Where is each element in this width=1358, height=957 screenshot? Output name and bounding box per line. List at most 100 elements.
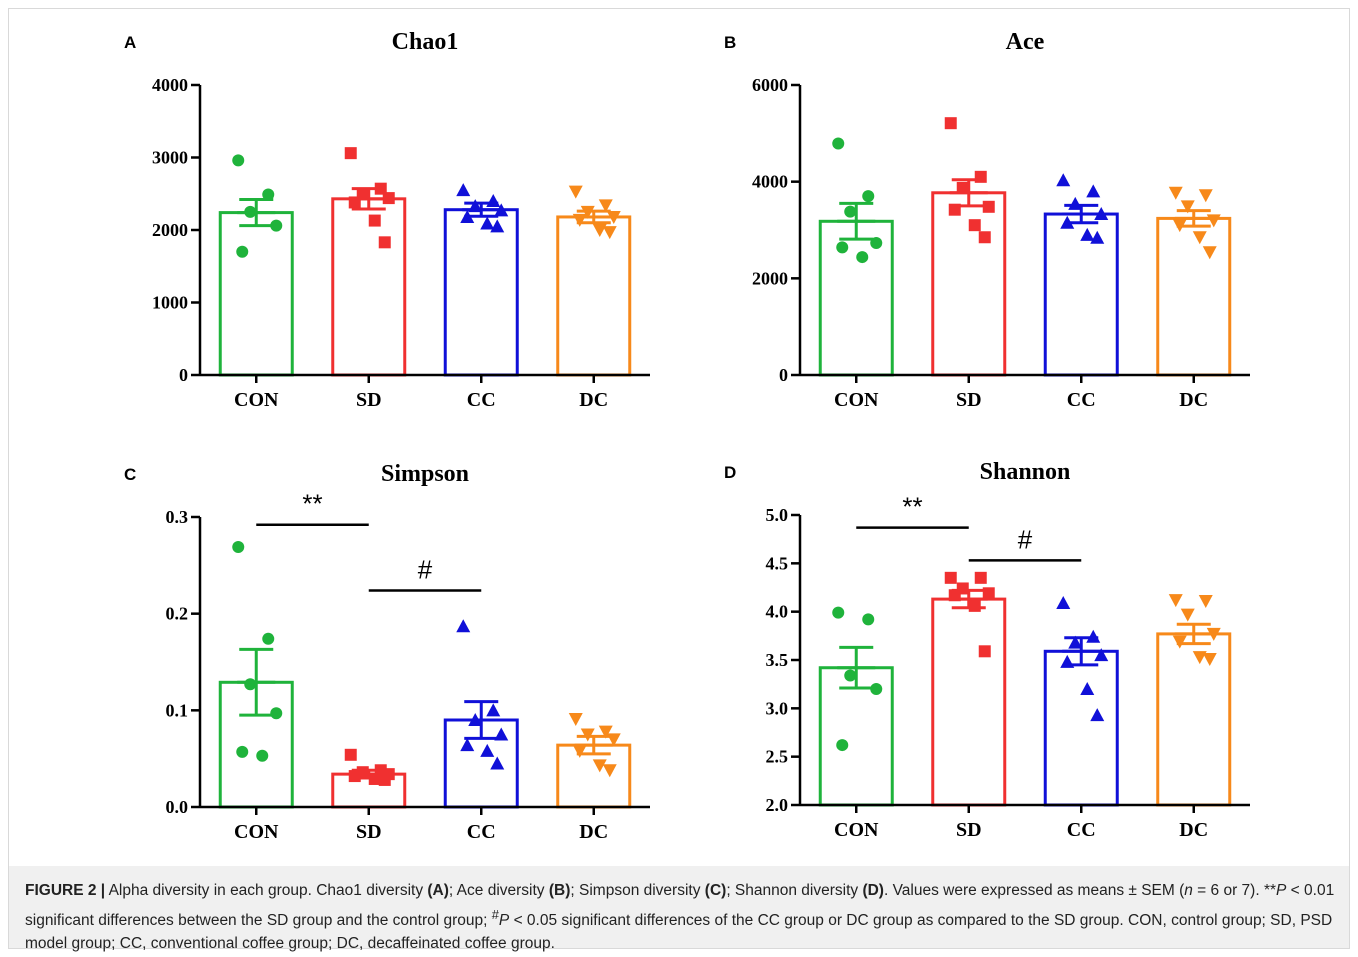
caption-part-4: < 0.01 significant differences between t…	[25, 882, 1335, 929]
data-point-cc	[1094, 207, 1109, 221]
data-point-con	[836, 739, 849, 752]
y-tick-label: 0.0	[166, 797, 189, 817]
panel-letter: D	[724, 463, 736, 482]
y-tick-label: 2000	[152, 220, 188, 240]
caption-n-symbol: n	[1184, 882, 1193, 899]
data-point-dc	[1180, 608, 1195, 622]
chart-svg: D Shannon 2.0 2.5 3.0 3.5 4.0 4.5 5.0 CON SD CC DC **…	[724, 459, 1250, 841]
data-point-con	[870, 683, 883, 695]
bar-con	[218, 211, 294, 377]
data-point-dc	[602, 764, 617, 778]
y-tick-label: 3000	[152, 148, 188, 168]
x-tick-label: CON	[834, 389, 879, 411]
x-tick-label: CC	[1067, 389, 1096, 411]
data-point-cc	[1090, 708, 1105, 722]
y-tick-label: 4000	[752, 172, 788, 192]
data-point-dc	[1198, 595, 1213, 609]
data-point-dc	[1202, 246, 1217, 260]
x-tick-label: DC	[1179, 389, 1208, 411]
x-tick-label: SD	[956, 389, 982, 411]
caption-ref-a: (A)	[427, 882, 449, 899]
x-tick-label: CON	[834, 819, 879, 841]
data-point-dc	[1206, 627, 1221, 641]
chart-title: Chao1	[392, 29, 459, 55]
x-tick-label: SD	[356, 389, 382, 411]
data-point-con	[244, 678, 257, 691]
caption-p-symbol-2: P	[498, 911, 510, 929]
data-point-con	[270, 707, 283, 720]
data-point-con	[232, 540, 245, 553]
data-point-sd	[968, 219, 981, 232]
data-point-con	[262, 188, 275, 201]
caption-part-3: = 6 or 7). **	[1192, 882, 1277, 899]
data-point-cc	[480, 743, 495, 757]
data-point-sd	[956, 181, 969, 194]
significance-label: **	[302, 489, 322, 519]
caption-part-2: . Values were expressed as means ± SEM (	[883, 882, 1185, 899]
data-point-cc	[1068, 635, 1083, 649]
bar-cc	[1043, 212, 1119, 377]
significance-label: **	[902, 492, 922, 522]
data-point-cc	[494, 203, 509, 217]
data-point-con	[862, 190, 875, 203]
figure-frame	[8, 8, 1350, 949]
y-tick-label: 0.2	[166, 604, 189, 624]
data-point-cc	[486, 703, 501, 717]
data-point-con	[232, 154, 245, 167]
y-tick-label: 3.5	[766, 650, 789, 670]
data-point-dc	[568, 713, 583, 727]
y-tick-label: 3.0	[766, 698, 789, 718]
y-tick-label: 0.1	[166, 700, 189, 720]
caption-sep-c: ; Shannon diversity	[726, 882, 859, 899]
data-point-con	[832, 137, 845, 150]
data-point-sd	[982, 200, 995, 213]
significance-label: #	[418, 554, 433, 584]
caption-ref-b: (B)	[548, 882, 571, 899]
data-point-con	[862, 613, 875, 626]
caption-ref-c: (C)	[704, 882, 727, 899]
data-point-con	[856, 251, 869, 264]
data-point-dc	[592, 759, 607, 773]
y-tick-label: 2.5	[766, 747, 789, 767]
panel-letter: B	[724, 33, 736, 52]
data-point-con	[844, 669, 857, 682]
data-point-dc	[1192, 651, 1207, 665]
y-tick-label: 0.3	[166, 507, 189, 527]
chart-svg: C Simpson 0.0 0.1 0.2 0.3 CON SD CC DC ** #	[124, 461, 650, 843]
bar-sd	[931, 597, 1007, 807]
data-point-cc	[1094, 648, 1109, 662]
x-tick-label: DC	[1179, 819, 1208, 841]
data-point-cc	[1056, 173, 1071, 187]
caption-p-symbol-1: P	[1276, 882, 1287, 899]
data-point-con	[836, 241, 849, 254]
data-point-dc	[592, 224, 607, 237]
data-point-cc	[1090, 230, 1105, 244]
data-point-cc	[490, 756, 505, 770]
data-point-dc	[598, 199, 613, 213]
bar-dc	[1156, 216, 1232, 377]
data-point-dc	[602, 226, 617, 240]
data-point-dc	[1202, 653, 1217, 667]
data-point-sd	[944, 117, 957, 130]
figure-caption: FIGURE 2 | Alpha diversity in each group…	[25, 879, 1335, 956]
data-point-con	[832, 606, 845, 619]
y-tick-label: 4000	[152, 75, 188, 95]
data-point-sd	[382, 192, 395, 205]
data-point-cc	[1086, 184, 1101, 198]
data-point-cc	[456, 183, 471, 197]
chart-svg: A Chao1 0 1000 2000 3000 4000 CON SD CC DC	[124, 29, 650, 411]
chart-title: Ace	[1006, 29, 1045, 55]
y-tick-label: 0	[179, 365, 188, 385]
x-tick-label: CON	[234, 389, 279, 411]
y-tick-label: 5.0	[766, 505, 789, 525]
data-point-sd	[344, 147, 357, 160]
data-point-cc	[460, 738, 475, 752]
y-tick-label: 0	[779, 365, 788, 385]
data-point-dc	[1180, 200, 1195, 214]
data-point-con	[270, 219, 283, 232]
x-tick-label: CC	[467, 389, 496, 411]
x-tick-label: CON	[234, 821, 279, 843]
x-tick-label: DC	[579, 389, 608, 411]
caption-ref-d: (D)	[862, 882, 884, 899]
data-point-dc	[1198, 189, 1213, 203]
